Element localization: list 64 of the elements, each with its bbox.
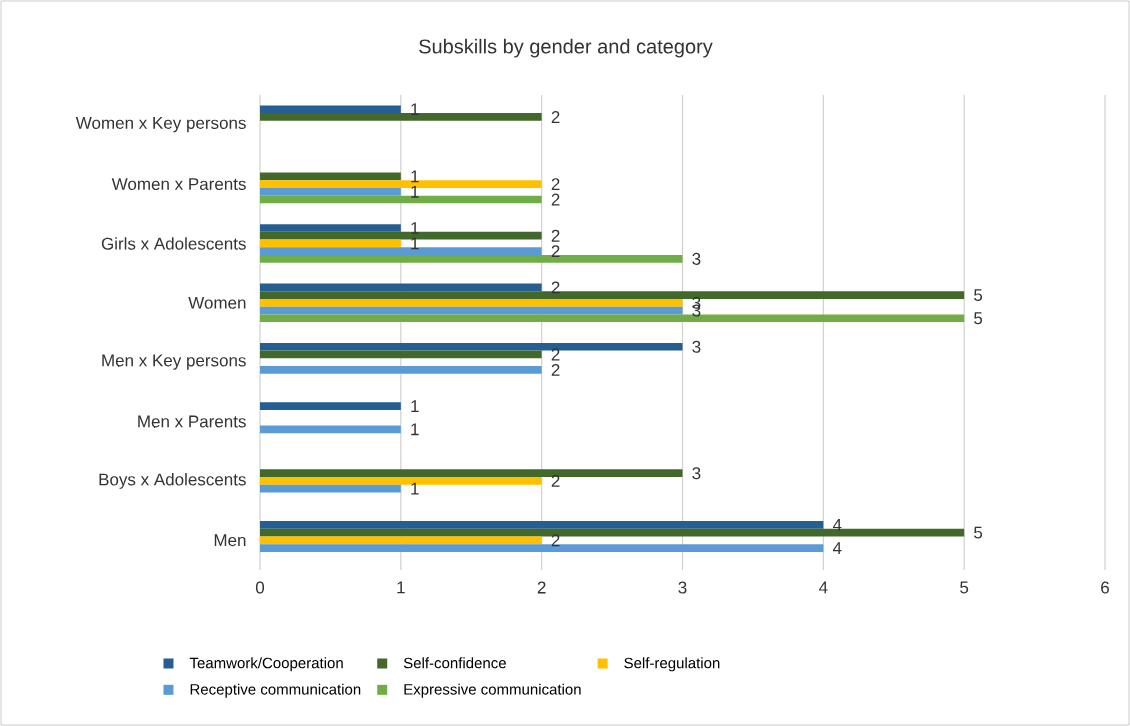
- data-label: 2: [551, 193, 560, 206]
- data-label: 1: [411, 170, 419, 183]
- legend-label: Teamwork/Cooperation: [189, 657, 343, 672]
- data-label: 5: [974, 526, 983, 539]
- bar: [260, 402, 401, 410]
- y-tick-label: Women: [188, 296, 246, 309]
- x-tick-label: 2: [537, 581, 546, 594]
- x-tick-label: 3: [678, 581, 687, 594]
- y-tick-label: Men x Parents: [138, 415, 246, 428]
- data-label: 3: [692, 340, 701, 353]
- data-label: 1: [411, 103, 419, 116]
- y-tick-label: Girls x Adolescents: [101, 237, 246, 250]
- legend-label: Expressive communication: [404, 683, 581, 698]
- bar: [260, 239, 401, 248]
- data-label: 1: [411, 185, 419, 198]
- data-label: 3: [692, 467, 701, 480]
- data-label: 2: [551, 178, 560, 190]
- y-tick-label: Men: [214, 534, 246, 547]
- bar: [260, 306, 683, 315]
- x-tick-label: 0: [255, 581, 265, 594]
- data-label: 2: [551, 245, 560, 258]
- bar: [260, 350, 542, 359]
- bar: [260, 105, 401, 114]
- y-tick-label: Men x Key persons: [102, 354, 246, 370]
- data-label: 2: [551, 534, 560, 547]
- x-tick-label: 5: [960, 581, 969, 594]
- legend-label: Receptive communication: [190, 683, 361, 698]
- legend-label: Self-confidence: [403, 657, 506, 669]
- x-tick-label: 4: [819, 581, 828, 594]
- data-label: 1: [411, 222, 419, 234]
- bar: [260, 536, 542, 545]
- bar: [260, 113, 542, 121]
- data-label: 3: [692, 252, 701, 265]
- data-label: 5: [974, 312, 983, 325]
- data-label: 2: [551, 281, 560, 294]
- x-tick-label: 6: [1101, 581, 1109, 594]
- bar: [260, 172, 401, 181]
- bar: [260, 366, 542, 374]
- legend-label: Self-regulation: [624, 657, 720, 672]
- y-tick-label: Women x Parents: [111, 178, 246, 190]
- data-label: 4: [832, 542, 842, 554]
- data-label: 1: [411, 237, 419, 250]
- y-tick-label: Boys x Adolescents: [99, 473, 246, 489]
- chart-title: Subskills by gender and category: [419, 38, 713, 58]
- bar: [260, 521, 824, 529]
- data-label: 5: [974, 289, 983, 302]
- data-label: 4: [832, 519, 842, 531]
- bar: [260, 484, 401, 493]
- bar: [260, 187, 401, 196]
- data-label: 1: [411, 482, 419, 495]
- data-label: 2: [551, 111, 560, 123]
- data-label: 2: [551, 229, 560, 242]
- data-label: 1: [411, 400, 419, 412]
- data-label: 2: [551, 348, 560, 361]
- y-tick-label: Women x Key persons: [75, 117, 246, 133]
- x-tick-label: 1: [397, 581, 405, 594]
- bar: [260, 298, 683, 307]
- bar: [260, 425, 401, 434]
- bar: [260, 224, 401, 232]
- bar: [260, 255, 683, 263]
- bar: [260, 283, 542, 292]
- data-label: 2: [551, 475, 560, 487]
- data-label: 2: [551, 363, 560, 376]
- data-label: 1: [411, 423, 419, 436]
